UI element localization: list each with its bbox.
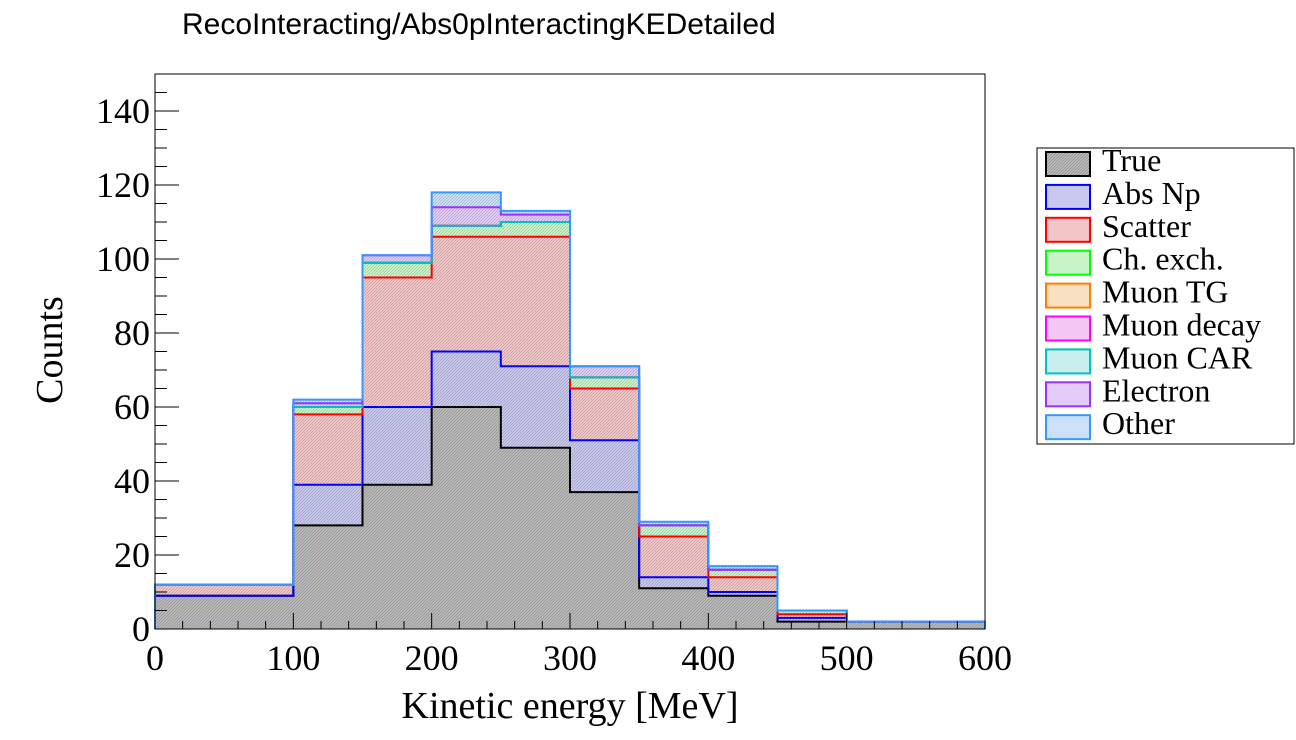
legend-swatch-abs-np xyxy=(1045,183,1091,210)
legend-label-muon-tg: Muon TG xyxy=(1102,274,1229,310)
x-tick-label: 600 xyxy=(958,638,1012,678)
y-tick-label: 0 xyxy=(132,609,150,649)
legend-label-muon-car: Muon CAR xyxy=(1102,339,1253,375)
legend-label-ch-exch: Ch. exch. xyxy=(1102,241,1224,277)
x-tick-label: 100 xyxy=(266,638,320,678)
y-tick-label: 60 xyxy=(114,387,150,427)
legend-swatch-muon-decay xyxy=(1045,315,1091,342)
x-tick-label: 400 xyxy=(681,638,735,678)
legend-swatch-muon-car xyxy=(1045,348,1091,375)
legend-swatch-hatch xyxy=(1046,152,1090,176)
legend-label-muon-decay: Muon decay xyxy=(1102,307,1261,343)
y-tick-labels: 0 20 40 60 80 100 120 140 xyxy=(96,91,150,649)
series-hatch-true xyxy=(155,407,985,629)
x-tick-label: 300 xyxy=(543,638,597,678)
legend-label-scatter: Scatter xyxy=(1102,208,1191,244)
x-axis-label: Kinetic energy [MeV] xyxy=(402,685,739,727)
x-tick-label: 0 xyxy=(146,638,164,678)
y-tick-label: 140 xyxy=(96,91,150,131)
legend-label-abs-np: Abs Np xyxy=(1102,175,1201,211)
legend-swatch-scatter xyxy=(1045,216,1091,243)
legend-swatch-other xyxy=(1045,414,1091,441)
y-tick-label: 80 xyxy=(114,313,150,353)
x-tick-label: 200 xyxy=(405,638,459,678)
y-tick-label: 120 xyxy=(96,165,150,205)
y-tick-label: 100 xyxy=(96,239,150,279)
axis-ticks xyxy=(154,73,986,630)
y-axis-label: Counts xyxy=(29,296,71,404)
series-outlines xyxy=(154,191,986,629)
legend-label-other: Other xyxy=(1102,405,1175,441)
legend-label-electron: Electron xyxy=(1102,372,1210,408)
chart-title: RecoInteracting/Abs0pInteractingKEDetail… xyxy=(182,8,776,41)
x-tick-label: 500 xyxy=(820,638,874,678)
legend-label-true: True xyxy=(1102,142,1161,178)
y-tick-label: 40 xyxy=(114,461,150,501)
legend-swatch-electron xyxy=(1045,381,1091,408)
legend-swatch-ch-exch xyxy=(1045,249,1091,276)
series-line-abs-np xyxy=(154,350,986,629)
y-tick-label: 20 xyxy=(114,535,150,575)
x-tick-labels: 0 100 200 300 400 500 600 xyxy=(146,638,1012,678)
series-line-other xyxy=(154,191,986,629)
legend-swatch-muon-tg xyxy=(1045,282,1091,309)
series-line-scatter xyxy=(154,235,986,629)
